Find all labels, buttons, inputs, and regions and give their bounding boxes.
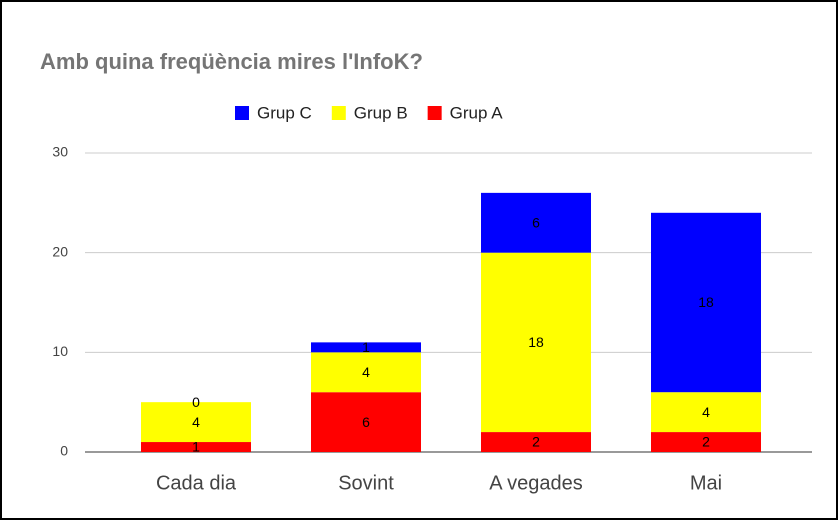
data-label: 0 xyxy=(192,394,200,410)
bar-segment xyxy=(651,432,761,452)
data-label: 4 xyxy=(702,404,710,420)
y-tick-label: 30 xyxy=(52,144,68,160)
data-label: 6 xyxy=(532,214,540,230)
bar-segment xyxy=(481,192,591,253)
y-tick-label: 10 xyxy=(52,343,68,359)
data-label: 1 xyxy=(362,339,370,355)
data-label: 6 xyxy=(362,414,370,430)
legend-label: Grup B xyxy=(354,103,408,122)
x-tick-label: Cada dia xyxy=(156,472,237,494)
bar-segment xyxy=(141,402,251,443)
y-tick-label: 20 xyxy=(52,243,68,259)
data-label: 18 xyxy=(528,334,544,350)
legend-label: Grup A xyxy=(450,103,504,122)
data-label: 1 xyxy=(192,439,200,455)
legend-swatch xyxy=(235,106,249,120)
bar-segment xyxy=(481,252,591,433)
bar-segment xyxy=(311,352,421,393)
data-label: 18 xyxy=(698,294,714,310)
data-label: 4 xyxy=(192,414,200,430)
legend-label: Grup C xyxy=(257,103,312,122)
bar-segment xyxy=(651,212,761,393)
bar-segment xyxy=(311,342,421,353)
bar-segment xyxy=(141,442,251,452)
bar-segment xyxy=(651,392,761,433)
bar-segment xyxy=(481,432,591,452)
y-tick-label: 0 xyxy=(60,443,68,459)
legend-swatch xyxy=(427,106,442,120)
chart-title: Amb quina freqüència mires l'InfoK? xyxy=(40,49,423,74)
x-tick-label: Sovint xyxy=(338,472,394,494)
legend-swatch xyxy=(331,106,346,120)
bar-segment xyxy=(311,392,421,452)
data-label: 2 xyxy=(532,434,540,450)
data-label: 2 xyxy=(702,434,710,450)
x-tick-label: A vegades xyxy=(489,472,582,494)
x-tick-label: Mai xyxy=(690,472,722,494)
data-label: 4 xyxy=(362,364,370,380)
